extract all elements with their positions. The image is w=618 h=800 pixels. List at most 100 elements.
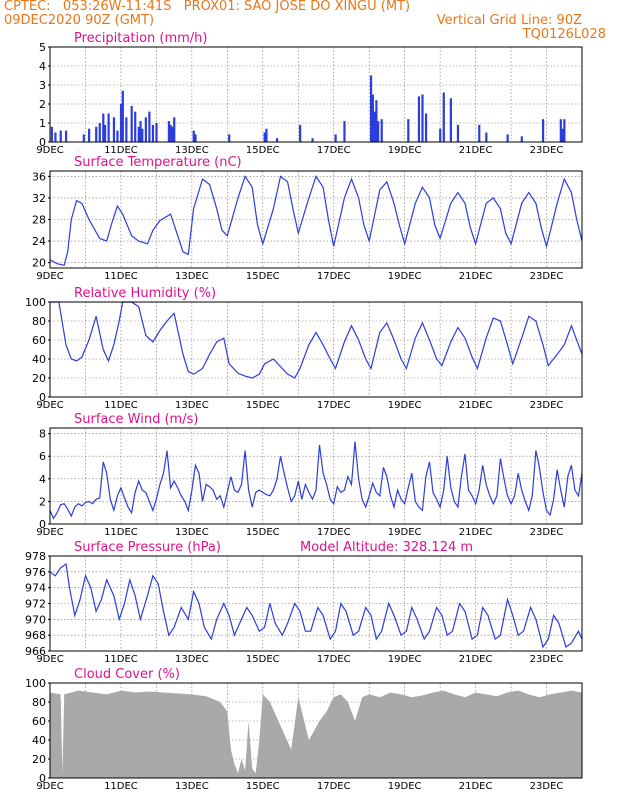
panel-1-bar xyxy=(561,128,564,142)
panel-1-bar xyxy=(98,123,101,142)
panel-1-bar xyxy=(563,119,566,142)
panel-1-bar xyxy=(265,128,268,142)
panel-1-xtick: 17DEC xyxy=(317,145,351,156)
panel-4-xtick: 13DEC xyxy=(175,527,209,538)
panel-4-xtick: 15DEC xyxy=(246,527,280,538)
panel-4-ytick: 0 xyxy=(39,518,46,531)
panel-4-ytick: 6 xyxy=(39,450,46,463)
panel-6-xtick: 11DEC xyxy=(104,781,138,792)
panel-5-xtick: 19DEC xyxy=(388,654,422,665)
panel-1-bar xyxy=(130,105,133,142)
panel-5-ytick: 968 xyxy=(25,629,46,642)
panel-1-bar xyxy=(407,119,410,142)
panel-2-xtick: 13DEC xyxy=(175,271,209,282)
panel-1-bar xyxy=(377,121,380,142)
panel-1-bar xyxy=(456,124,460,142)
panel-3-xtick: 21DEC xyxy=(459,400,493,411)
panel-2-ytick: 28 xyxy=(32,214,46,227)
panel-1-bar xyxy=(194,134,197,142)
panel-5-ytick: 978 xyxy=(25,550,46,563)
panel-5-ytick: 976 xyxy=(25,566,46,579)
panel-1-bar xyxy=(102,113,105,142)
panel-6-xtick: 15DEC xyxy=(246,781,280,792)
panel-5-title: Surface Pressure (hPa) xyxy=(74,540,221,555)
panel-3-xtick: 17DEC xyxy=(317,400,351,411)
panel-1-bar xyxy=(134,111,137,142)
panel-1-bar xyxy=(228,134,231,142)
panel-2-xtick: 21DEC xyxy=(459,271,493,282)
panel-1-bar xyxy=(54,132,57,142)
panel-5-ytick: 970 xyxy=(25,613,46,626)
panel-1-bar xyxy=(139,121,142,142)
panel-4-frame xyxy=(49,427,583,525)
panel-3-xtick: 15DEC xyxy=(246,400,280,411)
panel-1-bar xyxy=(82,134,85,142)
panel-2-xtick: 15DEC xyxy=(246,271,280,282)
panel-1-xtick: 23DEC xyxy=(530,145,564,156)
panel-2-ytick: 20 xyxy=(32,257,46,270)
panel-1-bar xyxy=(121,90,124,142)
panel-3-xtick: 13DEC xyxy=(175,400,209,411)
panel-6-frame xyxy=(49,682,583,779)
panel-2-xtick: 11DEC xyxy=(104,271,138,282)
panel-1-bar xyxy=(478,124,481,142)
panel-4-line xyxy=(49,441,583,520)
panel-5-line xyxy=(49,562,583,649)
panel-3-title: Relative Humidity (%) xyxy=(74,286,216,301)
panel-1-bar xyxy=(541,119,545,142)
panel-3-xtick: 23DEC xyxy=(530,400,564,411)
panel-3-frame xyxy=(49,301,583,398)
panel-4-xtick: 17DEC xyxy=(317,527,351,538)
panel-1-bar xyxy=(155,123,158,142)
panel-6-ytick: 100 xyxy=(25,677,46,690)
panel-1-bar xyxy=(59,130,62,142)
header-line1: CPTEC: 053:26W-11:41S PROX01: SAO JOSE D… xyxy=(4,0,411,14)
panel-1-bar xyxy=(167,121,171,142)
panel-1-bar xyxy=(417,96,421,142)
panel-1-bar xyxy=(275,138,279,142)
panel-1-bar xyxy=(116,130,119,142)
panel-5-xtick: 15DEC xyxy=(246,654,280,665)
panel-1-xtick: 19DEC xyxy=(388,145,422,156)
panel-1-bar xyxy=(299,124,302,142)
panel-6-ytick: 20 xyxy=(32,753,46,766)
panel-1-ytick: 4 xyxy=(39,60,46,73)
panel-6-xtick: 9DEC xyxy=(36,781,63,792)
panel-6-area xyxy=(50,690,582,778)
panel-1-bar xyxy=(88,128,91,142)
panel-1-bar xyxy=(311,138,314,142)
panel-6-ytick: 60 xyxy=(32,715,46,728)
panel-5-xtick: 17DEC xyxy=(317,654,351,665)
panel-1-bar xyxy=(380,119,383,142)
panel-5-xtick: 23DEC xyxy=(530,654,564,665)
panel-2-xtick: 9DEC xyxy=(36,271,63,282)
panel-5-ytick: 972 xyxy=(25,598,46,611)
panel-1-ytick: 0 xyxy=(39,136,46,149)
panel-1-bar xyxy=(137,126,140,142)
panel-3-xtick: 11DEC xyxy=(104,400,138,411)
panel-1-bar xyxy=(148,111,151,142)
panel-1-bar xyxy=(343,121,346,142)
panel-1-bar xyxy=(192,130,195,142)
panel-3-ytick: 60 xyxy=(32,334,46,347)
panel-3-xtick: 9DEC xyxy=(36,400,63,411)
panel-6-ytick: 40 xyxy=(32,734,46,747)
panel-1-bar xyxy=(449,98,452,142)
panel-1-bar xyxy=(421,94,424,142)
panel-2-title: Surface Temperature (nC) xyxy=(74,155,242,170)
panel-1-bar xyxy=(424,113,428,142)
header-run-time: 09DEC2020 90Z (GMT) xyxy=(4,13,155,28)
panel-6-ytick: 80 xyxy=(32,696,46,709)
panel-1-bar xyxy=(442,92,445,142)
panel-3-ytick: 40 xyxy=(32,353,46,366)
panel-1-ytick: 3 xyxy=(39,79,46,92)
panel-1-ytick: 5 xyxy=(39,41,46,54)
panel-2-xtick: 19DEC xyxy=(388,271,422,282)
panel-3-ytick: 80 xyxy=(32,315,46,328)
panel-1-bar xyxy=(112,117,116,142)
panel-1-xtick: 15DEC xyxy=(246,145,280,156)
panel-1-title: Precipitation (mm/h) xyxy=(74,31,207,46)
panel-4-ytick: 8 xyxy=(39,428,46,441)
panel-1-bar xyxy=(263,132,266,142)
